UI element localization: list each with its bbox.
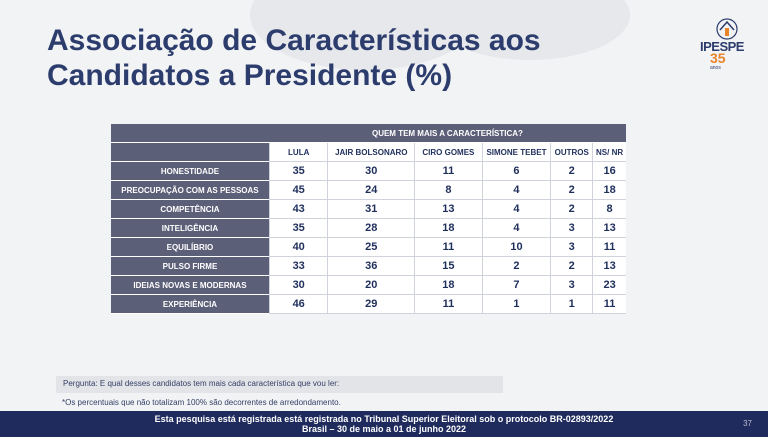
table-row: IDEIAS NOVAS E MODERNAS 30 20 18 7 3 23 bbox=[111, 276, 626, 295]
table-cell: 4 bbox=[481, 181, 551, 200]
table-cell: 3 bbox=[550, 238, 593, 257]
table-row: PREOCUPAÇÃO COM AS PESSOAS 45 24 8 4 2 1… bbox=[111, 181, 626, 200]
table-cell: 31 bbox=[327, 200, 415, 219]
table-cell: 11 bbox=[592, 238, 626, 257]
column-header-ciro: CIRO GOMES bbox=[414, 143, 482, 162]
table-cell: 35 bbox=[268, 162, 328, 181]
page-number: 37 bbox=[743, 419, 752, 428]
table-cell: 4 bbox=[481, 219, 551, 238]
table-cell: 33 bbox=[268, 257, 328, 276]
row-label: PREOCUPAÇÃO COM AS PESSOAS bbox=[111, 181, 269, 200]
table-row: PULSO FIRME 33 36 15 2 2 13 bbox=[111, 257, 626, 276]
row-label: PULSO FIRME bbox=[111, 257, 269, 276]
table-cell: 3 bbox=[550, 219, 593, 238]
row-label: INTELIGÊNCIA bbox=[111, 219, 269, 238]
table-row: EQUILÍBRIO 40 25 11 10 3 11 bbox=[111, 238, 626, 257]
logo-brand: IPESPE bbox=[700, 39, 744, 54]
table-cell: 40 bbox=[268, 238, 328, 257]
title-line-2: Candidatos a Presidente (%) bbox=[47, 59, 453, 92]
characteristics-table: QUEM TEM MAIS A CARACTERÍSTICA? LULA JAI… bbox=[111, 124, 626, 314]
row-label: HONESTIDADE bbox=[111, 162, 269, 181]
footer-date: Brasil – 30 de maio a 01 de junho 2022 bbox=[301, 424, 467, 434]
ipespe-logo: IPESPE 35 anos bbox=[698, 18, 758, 74]
table-cell: 11 bbox=[592, 295, 626, 314]
table-cell: 35 bbox=[268, 219, 328, 238]
table-cell: 18 bbox=[592, 181, 626, 200]
table-cell: 6 bbox=[481, 162, 551, 181]
table-cell: 3 bbox=[550, 276, 593, 295]
table-cell: 36 bbox=[327, 257, 415, 276]
table-cell: 45 bbox=[268, 181, 328, 200]
table-cell: 2 bbox=[550, 257, 593, 276]
table-row: EXPERIÊNCIA 46 29 11 1 1 11 bbox=[111, 295, 626, 314]
table-cell: 13 bbox=[592, 257, 626, 276]
column-header-row: LULA JAIR BOLSONARO CIRO GOMES SIMONE TE… bbox=[111, 143, 626, 162]
table-cell: 2 bbox=[550, 162, 593, 181]
table-cell: 18 bbox=[414, 219, 482, 238]
table-cell: 30 bbox=[327, 162, 415, 181]
table-corner bbox=[111, 143, 269, 162]
table-cell: 24 bbox=[327, 181, 415, 200]
column-header-lula: LULA bbox=[268, 143, 328, 162]
table-cell: 2 bbox=[481, 257, 551, 276]
table-cell: 11 bbox=[414, 162, 482, 181]
logo-years: 35 bbox=[710, 50, 726, 66]
table-cell: 43 bbox=[268, 200, 328, 219]
table-row: HONESTIDADE 35 30 11 6 2 16 bbox=[111, 162, 626, 181]
logo-mark-icon bbox=[716, 18, 738, 40]
column-header-tebet: SIMONE TEBET bbox=[481, 143, 551, 162]
table-cell: 15 bbox=[414, 257, 482, 276]
table-cell: 1 bbox=[550, 295, 593, 314]
table-cell: 13 bbox=[592, 219, 626, 238]
question-text: Pergunta: E qual desses candidatos tem m… bbox=[56, 376, 503, 393]
table-cell: 20 bbox=[327, 276, 415, 295]
column-header-bolsonaro: JAIR BOLSONARO bbox=[327, 143, 415, 162]
table-cell: 30 bbox=[268, 276, 328, 295]
row-label: IDEIAS NOVAS E MODERNAS bbox=[111, 276, 269, 295]
table-cell: 1 bbox=[481, 295, 551, 314]
table-cell: 46 bbox=[268, 295, 328, 314]
table-row: INTELIGÊNCIA 35 28 18 4 3 13 bbox=[111, 219, 626, 238]
table-cell: 16 bbox=[592, 162, 626, 181]
row-label: COMPETÊNCIA bbox=[111, 200, 269, 219]
table-cell: 29 bbox=[327, 295, 415, 314]
table-cell: 11 bbox=[414, 238, 482, 257]
page-title: Associação de Características aos Candid… bbox=[47, 23, 541, 93]
table-cell: 11 bbox=[414, 295, 482, 314]
table-cell: 7 bbox=[481, 276, 551, 295]
footer-bar: Esta pesquisa está registrada está regis… bbox=[0, 411, 768, 437]
table-cell: 2 bbox=[550, 181, 593, 200]
logo-years-label: anos bbox=[710, 65, 721, 71]
rounding-note: *Os percentuais que não totalizam 100% s… bbox=[62, 398, 341, 407]
table-cell: 18 bbox=[414, 276, 482, 295]
table-cell: 8 bbox=[414, 181, 482, 200]
table-cell: 10 bbox=[481, 238, 551, 257]
table-corner bbox=[111, 124, 269, 143]
column-header-outros: OUTROS bbox=[550, 143, 593, 162]
table-cell: 25 bbox=[327, 238, 415, 257]
row-label: EXPERIÊNCIA bbox=[111, 295, 269, 314]
group-header: QUEM TEM MAIS A CARACTERÍSTICA? bbox=[268, 124, 626, 143]
group-header-row: QUEM TEM MAIS A CARACTERÍSTICA? bbox=[111, 124, 626, 143]
table-cell: 2 bbox=[550, 200, 593, 219]
table-cell: 13 bbox=[414, 200, 482, 219]
table-cell: 28 bbox=[327, 219, 415, 238]
row-label: EQUILÍBRIO bbox=[111, 238, 269, 257]
table-cell: 8 bbox=[592, 200, 626, 219]
title-line-1: Associação de Características aos bbox=[47, 24, 541, 57]
table-row: COMPETÊNCIA 43 31 13 4 2 8 bbox=[111, 200, 626, 219]
column-header-nsnr: NS/ NR bbox=[592, 143, 626, 162]
table-cell: 23 bbox=[592, 276, 626, 295]
footer-registration: Esta pesquisa está registrada está regis… bbox=[154, 414, 614, 424]
table-cell: 4 bbox=[481, 200, 551, 219]
